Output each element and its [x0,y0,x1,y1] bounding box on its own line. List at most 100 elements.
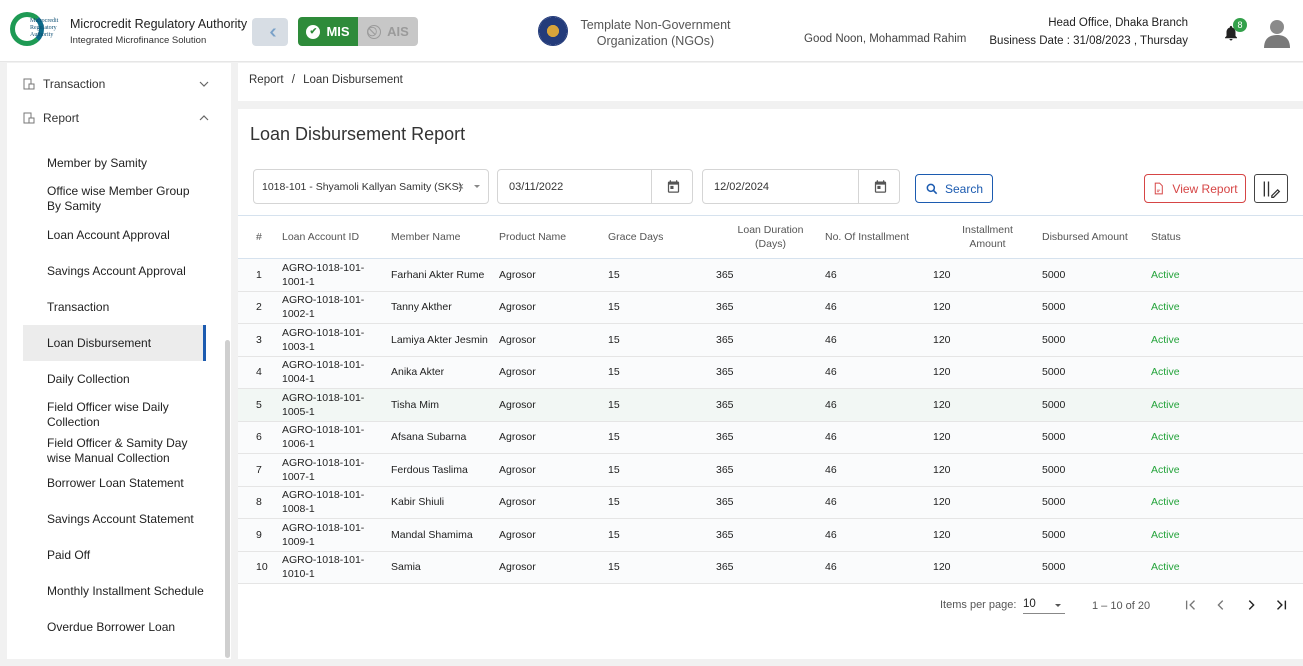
last-page-icon [1277,600,1287,610]
cell-duration: 365 [716,291,825,324]
cell-installments: 46 [825,453,933,487]
brand-subtitle: Integrated Microfinance Solution [70,34,207,46]
calendar-icon[interactable] [873,179,888,194]
cell-grace: 15 [608,486,716,519]
cell-amount: 120 [933,551,1042,584]
greeting-text: Good Noon, Mohammad Rahim [804,33,967,45]
date-from-field[interactable]: 03/11/2022 [497,169,693,204]
cell-disbursed: 5000 [1042,258,1151,292]
account-id-line2: 1010-1 [282,568,315,581]
view-report-button[interactable]: View Report [1144,174,1246,203]
mra-logo: Microcredit Regulatory Authority [8,10,66,52]
date-to-field[interactable]: 12/02/2024 [702,169,900,204]
sidebar-item-label: Office wise Member Group By Samity [47,184,190,213]
last-page-button[interactable] [1271,595,1291,615]
government-seal-icon [538,16,568,46]
table-row[interactable]: 9 AGRO-1018-101- 1009-1 Mandal Shamima Agros… [238,518,1303,552]
breadcrumb-report-link[interactable]: Report [249,74,284,86]
chevron-down-icon [199,81,209,87]
cell-amount: 120 [933,323,1042,357]
samity-select[interactable]: 1018-101 - Shyamoli Kallyan Samity (SKS)… [253,169,489,204]
sidebar-item-label: Loan Disbursement [47,335,152,350]
table-row[interactable]: 4 AGRO-1018-101- 1004-1 Anika Akter Agrosor 1… [238,356,1303,389]
sidebar-item-transaction[interactable]: Transaction [7,67,231,101]
next-page-button[interactable] [1241,595,1261,615]
mis-toggle-button[interactable]: ✔ MIS [298,17,358,46]
caret-down-icon [474,185,480,188]
sidebar-item-savings-account-approval[interactable]: Savings Account Approval [23,253,206,289]
cell-status: Active [1151,518,1303,552]
sidebar-item-loan-disbursement[interactable]: Loan Disbursement [23,325,206,361]
column-settings-button[interactable] [1254,174,1288,203]
org-name-line2: Organization (NGOs) [596,34,715,48]
table-header-row: # Loan Account ID Member Name Product Na… [238,215,1303,259]
account-id-line1: AGRO-1018-101- [282,521,365,534]
col-header-status[interactable]: Status [1151,215,1303,259]
sidebar-item-loan-account-approval[interactable]: Loan Account Approval [23,217,206,253]
brand[interactable]: Microcredit Regulatory Authority Microcr… [8,10,247,52]
cell-num: 1 [238,258,282,292]
col-header-disbursed[interactable]: Disbursed Amount [1042,215,1151,259]
sidebar-item-field-officer-daily-collection[interactable]: Field Officer wise Daily Collection [23,397,206,433]
sidebar-item-borrower-loan-statement[interactable]: Borrower Loan Statement [23,469,206,497]
table-row[interactable]: 2 AGRO-1018-101- 1002-1 Tanny Akther Agrosor… [238,291,1303,324]
col-header-grace[interactable]: Grace Days [608,215,716,259]
col-header-installments[interactable]: No. Of Installment [825,215,933,259]
sidebar-item-savings-account-statement[interactable]: Savings Account Statement [23,497,206,541]
cell-account: AGRO-1018-101- 1008-1 [282,486,391,519]
sidebar-item-daily-collection[interactable]: Daily Collection [23,361,206,397]
cell-member: Anika Akter [391,356,499,389]
cell-status: Active [1151,421,1303,454]
date-from-value: 03/11/2022 [509,180,564,193]
table-row[interactable]: 8 AGRO-1018-101- 1008-1 Kabir Shiuli Agrosor… [238,486,1303,519]
sidebar-item-transaction-report[interactable]: Transaction [23,289,206,325]
cell-product: Agrosor [499,518,608,552]
table-row[interactable]: 6 AGRO-1018-101- 1006-1 Afsana Subarna Agros… [238,421,1303,454]
cell-product: Agrosor [499,421,608,454]
col-header-account[interactable]: Loan Account ID [282,215,391,259]
cell-member: Kabir Shiuli [391,486,499,519]
cell-installments: 46 [825,356,933,389]
cell-status: Active [1151,486,1303,519]
table-row[interactable]: 3 AGRO-1018-101- 1003-1 Lamiya Akter Jesmin… [238,323,1303,357]
col-header-product[interactable]: Product Name [499,215,608,259]
sidebar-item-member-by-samity[interactable]: Member by Samity [23,145,206,181]
sidebar-scrollbar[interactable] [225,340,230,658]
collapse-sidebar-button[interactable]: ‹‹ [252,18,288,46]
sidebar-item-office-member-group[interactable]: Office wise Member Group By Samity [23,181,206,217]
table-row[interactable]: 7 AGRO-1018-101- 1007-1 Ferdous Taslima Agro… [238,453,1303,487]
search-button[interactable]: Search [915,174,993,203]
table-row[interactable]: 5 AGRO-1018-101- 1005-1 Tisha Mim Agrosor 15 3… [238,388,1303,422]
col-header-installment-amount[interactable]: Installment Amount [933,215,1042,259]
sidebar-item-overdue-borrower-loan[interactable]: Overdue Borrower Loan [23,613,206,641]
cell-amount: 120 [933,356,1042,389]
cell-num: 9 [238,518,282,552]
ais-toggle-button[interactable]: ⃠ AIS [358,17,418,46]
sidebar-item-field-officer-samity-manual-collection[interactable]: Field Officer & Samity Day wise Manual C… [23,433,206,469]
table-row[interactable]: 10 AGRO-1018-101- 1010-1 Samia Agrosor 15 365 4… [238,551,1303,584]
sidebar-item-label: Transaction [47,299,110,314]
clear-icon[interactable]: × [457,180,464,193]
col-header-member[interactable]: Member Name [391,215,499,259]
sidebar-item-monthly-installment-schedule[interactable]: Monthly Installment Schedule [23,569,206,613]
cell-grace: 15 [608,356,716,389]
previous-page-button[interactable] [1211,595,1231,615]
items-per-page-select[interactable]: 10 [1023,598,1065,614]
col-header-duration[interactable]: Loan Duration (Days) [716,215,825,259]
calendar-icon[interactable] [666,179,681,194]
double-chevron-left-icon: ‹‹ [269,20,278,43]
cell-installments: 46 [825,291,933,324]
user-avatar-icon[interactable] [1263,18,1291,48]
cell-member: Lamiya Akter Jesmin [391,323,499,357]
cell-member: Afsana Subarna [391,421,499,454]
first-page-icon [1185,600,1195,610]
cell-amount: 120 [933,258,1042,292]
cell-account: AGRO-1018-101- 1009-1 [282,518,391,552]
sidebar-item-paid-off[interactable]: Paid Off [23,541,206,569]
branch-name: Head Office, Dhaka Branch [1048,17,1188,29]
org-name-line1: Template Non-Government [580,18,731,32]
sidebar-item-report[interactable]: Report [7,101,231,135]
table-row[interactable]: 1 AGRO-1018-101- 1001-1 Farhani Akter Rume A… [238,258,1303,292]
first-page-button[interactable] [1181,595,1201,615]
col-header-num: # [238,215,282,259]
